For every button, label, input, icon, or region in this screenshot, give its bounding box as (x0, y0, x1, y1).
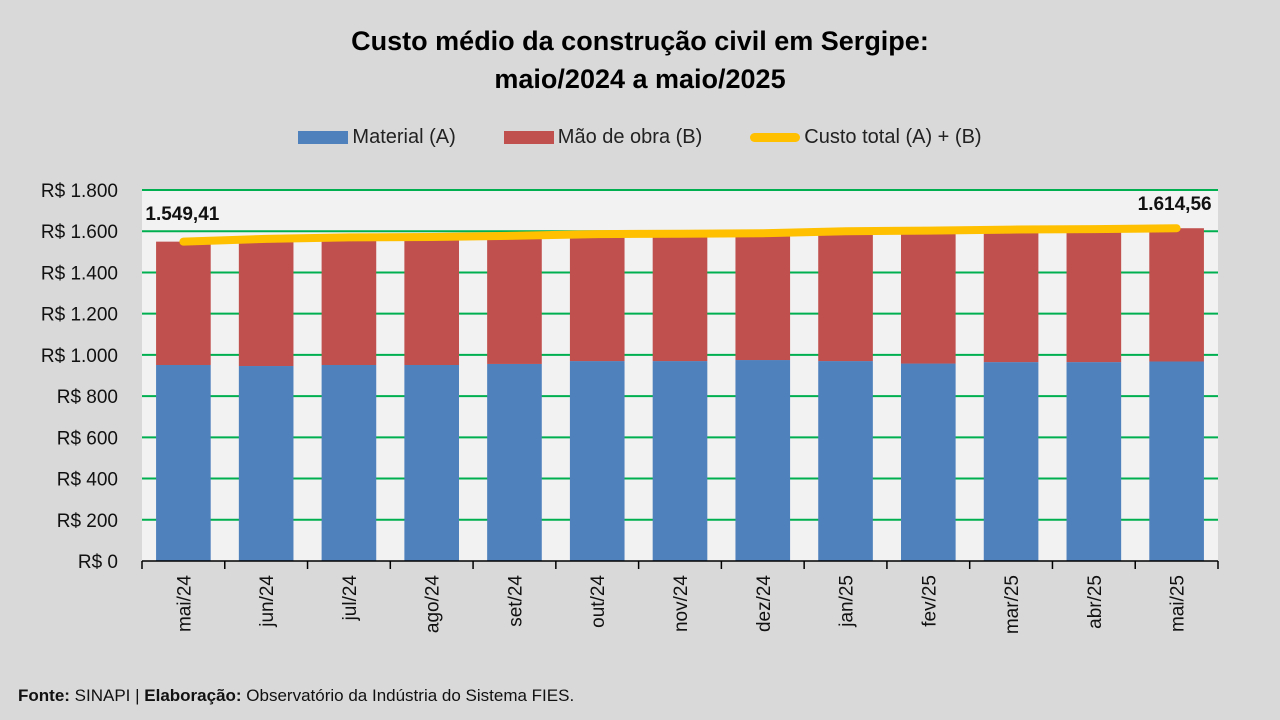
footer-fonte-value: SINAPI | (69, 686, 145, 705)
bar-material (1149, 361, 1204, 561)
y-tick-label: R$ 800 (57, 387, 118, 408)
bar-mao-de-obra (569, 234, 625, 362)
x-tick-label: fev/25 (919, 575, 940, 627)
legend-label-mao-de-obra: Mão de obra (B) (557, 126, 703, 148)
legend-swatch-mao-de-obra (503, 131, 554, 144)
bar-material (487, 363, 542, 561)
data-label: 1.549,41 (145, 204, 219, 225)
bar-material (156, 364, 211, 561)
footer-elab-label: Elaboração: (144, 686, 242, 705)
x-tick-label: nov/24 (671, 575, 692, 632)
bar-material (652, 361, 708, 561)
x-tick-label: jun/24 (257, 575, 278, 628)
bar-material (238, 366, 294, 561)
y-tick-label: R$ 200 (57, 511, 118, 532)
x-tick-label: jul/24 (340, 575, 361, 622)
source-footer: Fonte: SINAPI | Elaboração: Observatório… (18, 686, 574, 706)
x-tick-label: mai/25 (1168, 575, 1189, 632)
bar-mao-de-obra (238, 238, 294, 367)
data-label: 1.614,56 (1138, 194, 1212, 215)
bar-mao-de-obra (156, 241, 211, 365)
bar-material (1066, 362, 1122, 561)
bar-material (404, 364, 460, 561)
y-tick-label: R$ 1.600 (41, 222, 118, 243)
y-tick-label: R$ 400 (57, 470, 118, 491)
bar-mao-de-obra (652, 233, 708, 362)
x-tick-label: mai/24 (174, 575, 195, 632)
bar-mao-de-obra (900, 230, 956, 364)
chart-title-line-2: maio/2024 a maio/2025 (494, 64, 786, 94)
x-tick-label: set/24 (505, 575, 526, 627)
y-tick-label: R$ 0 (78, 552, 118, 573)
footer-elab-value: Observatório da Indústria do Sistema FIE… (241, 686, 575, 705)
legend-swatch-custo-total (750, 133, 801, 142)
bar-mao-de-obra (735, 233, 791, 361)
y-tick-label: R$ 1.400 (41, 263, 118, 284)
y-tick-label: R$ 1.200 (41, 305, 118, 326)
chart-title: Custo médio da construção civil em Sergi… (0, 22, 1280, 98)
legend-label-material: Material (A) (352, 126, 456, 148)
x-tick-label: mar/25 (1002, 575, 1023, 634)
bar-material (735, 360, 791, 561)
bar-mao-de-obra (487, 235, 542, 364)
bar-mao-de-obra (983, 229, 1039, 363)
x-tick-label: jan/25 (837, 575, 858, 628)
bar-mao-de-obra (818, 231, 873, 362)
legend-item-material: Material (A) (298, 126, 456, 149)
bar-mao-de-obra (321, 237, 377, 365)
y-tick-label: R$ 600 (57, 428, 118, 449)
legend-item-mao-de-obra: Mão de obra (B) (503, 126, 703, 149)
legend-item-custo-total: Custo total (A) + (B) (750, 126, 982, 149)
bar-material (321, 364, 377, 561)
bar-material (900, 363, 956, 561)
bar-material (818, 361, 873, 561)
x-tick-label: dez/24 (754, 575, 775, 632)
x-tick-label: out/24 (588, 575, 609, 628)
line-custo-total (179, 224, 1181, 246)
x-tick-label: ago/24 (423, 575, 444, 634)
x-tick-label: abr/25 (1085, 575, 1106, 629)
bar-material (569, 361, 625, 561)
footer-fonte-label: Fonte: (18, 686, 70, 705)
bar-material (983, 362, 1039, 561)
y-tick-label: R$ 1.800 (41, 181, 118, 202)
bar-mao-de-obra (1066, 229, 1122, 363)
chart-title-line-1: Custo médio da construção civil em Sergi… (351, 26, 929, 56)
y-tick-label: R$ 1.000 (41, 346, 118, 367)
chart-legend: Material (A) Mão de obra (B) Custo total… (0, 126, 1280, 149)
legend-label-custo-total: Custo total (A) + (B) (804, 126, 982, 148)
bar-mao-de-obra (404, 236, 460, 365)
legend-swatch-material (298, 131, 349, 144)
bar-mao-de-obra (1149, 228, 1204, 362)
